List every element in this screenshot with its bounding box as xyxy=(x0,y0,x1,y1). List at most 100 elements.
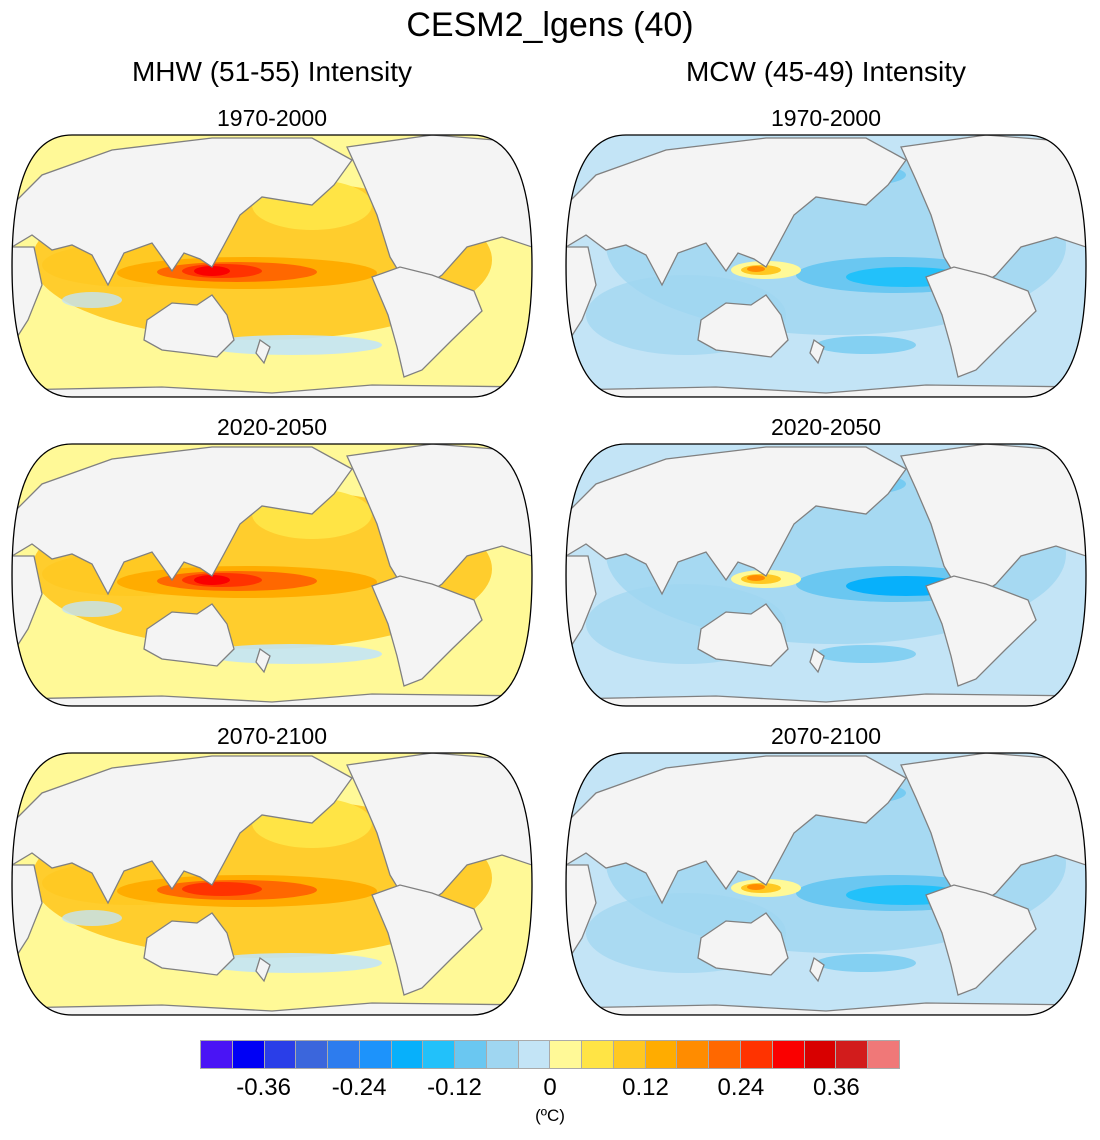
land-africa xyxy=(566,246,597,348)
land-africa xyxy=(12,246,43,348)
map-border xyxy=(565,443,1087,707)
map-border xyxy=(565,134,1087,398)
map-panel xyxy=(565,134,1087,398)
colorbar-swatch xyxy=(359,1041,392,1068)
anomaly-contour xyxy=(747,575,765,581)
colorbar-swatch xyxy=(550,1041,583,1068)
land-nz xyxy=(809,956,825,983)
map-panels xyxy=(11,134,1087,1016)
anomaly-contour xyxy=(62,601,122,617)
colorbar-swatch xyxy=(486,1041,519,1068)
land-namerica xyxy=(900,444,1086,597)
anomaly-contour xyxy=(747,266,765,272)
colorbar-tick-label: 0.12 xyxy=(622,1074,669,1101)
land-nz xyxy=(809,647,825,674)
colorbar-swatch xyxy=(455,1041,487,1068)
colorbar-swatch xyxy=(423,1041,456,1068)
land-nz xyxy=(255,338,271,365)
column-title-mhw: MHW (51-55) Intensity xyxy=(131,56,413,87)
colorbar-swatch xyxy=(232,1041,265,1068)
colorbar-swatch xyxy=(201,1041,233,1068)
panel-title: 2020-2050 xyxy=(217,414,327,440)
colorbar-tick-label: -0.36 xyxy=(236,1074,291,1101)
figure-title: CESM2_lgens (40) xyxy=(406,6,694,44)
land-samerica xyxy=(925,884,1037,996)
colorbar-tick-label: 0.36 xyxy=(813,1074,860,1101)
map-panel xyxy=(565,443,1087,707)
land-africa xyxy=(12,864,43,966)
colorbar-swatch xyxy=(709,1041,742,1068)
colorbar-swatch xyxy=(645,1041,678,1068)
anomaly-contour xyxy=(194,575,230,585)
land-samerica xyxy=(371,575,483,687)
land-namerica xyxy=(900,135,1086,288)
land-asia xyxy=(566,446,907,596)
colorbar-tick-label: -0.12 xyxy=(427,1074,482,1101)
land-nz xyxy=(809,338,825,365)
colorbar-swatch xyxy=(741,1041,773,1068)
map-panel xyxy=(565,752,1087,1016)
colorbar-swatch xyxy=(264,1041,297,1068)
anomaly-contour xyxy=(62,292,122,308)
map-panel xyxy=(11,443,533,707)
map-border xyxy=(11,443,533,707)
land-africa xyxy=(566,555,597,657)
colorbar-tick-label: 0 xyxy=(543,1074,557,1101)
colorbar-swatch xyxy=(804,1041,837,1068)
land-australia xyxy=(143,603,235,667)
anomaly-contour xyxy=(202,335,382,355)
land-samerica xyxy=(925,575,1037,687)
land-samerica xyxy=(371,266,483,378)
colorbar-swatch xyxy=(582,1041,614,1068)
land-australia xyxy=(143,294,235,358)
colorbar-swatch xyxy=(836,1041,869,1068)
land-antarctica xyxy=(566,384,1086,397)
land-asia xyxy=(12,755,353,905)
map-border xyxy=(565,752,1087,1016)
land-africa xyxy=(566,864,597,966)
land-antarctica xyxy=(12,1002,532,1015)
panel-title: 2070-2100 xyxy=(217,723,327,749)
land-namerica xyxy=(900,753,1086,906)
anomaly-contour xyxy=(202,953,382,973)
land-antarctica xyxy=(12,384,532,397)
anomaly-contour xyxy=(816,336,916,354)
land-asia xyxy=(12,137,353,287)
land-asia xyxy=(12,446,353,596)
map-panel xyxy=(11,752,533,1016)
land-australia xyxy=(697,912,789,976)
land-antarctica xyxy=(566,693,1086,706)
panel-title: 1970-2000 xyxy=(217,105,327,131)
map-border xyxy=(11,134,533,398)
land-namerica xyxy=(346,135,532,288)
land-namerica xyxy=(346,753,532,906)
anomaly-contour xyxy=(194,884,230,894)
colorbar-swatch xyxy=(518,1041,551,1068)
land-namerica xyxy=(346,444,532,597)
land-samerica xyxy=(925,266,1037,378)
colorbar-swatch xyxy=(391,1041,424,1068)
land-asia xyxy=(566,137,907,287)
land-australia xyxy=(697,603,789,667)
colorbar-tick-label: -0.24 xyxy=(331,1074,387,1101)
land-australia xyxy=(697,294,789,358)
panel-title: 1970-2000 xyxy=(771,105,881,131)
colorbar-units: (ºC) xyxy=(535,1106,565,1125)
map-panel xyxy=(11,134,533,398)
land-antarctica xyxy=(566,1002,1086,1015)
map-border xyxy=(11,752,533,1016)
colorbar-swatch xyxy=(772,1041,805,1068)
anomaly-contour xyxy=(202,644,382,664)
column-title-mcw: MCW (45-49) Intensity xyxy=(685,56,967,87)
anomaly-contour xyxy=(816,954,916,972)
panel-title: 2020-2050 xyxy=(771,414,881,440)
land-nz xyxy=(255,956,271,983)
land-samerica xyxy=(371,884,483,996)
colorbar-tick-label: 0.24 xyxy=(717,1074,765,1101)
anomaly-contour xyxy=(62,910,122,926)
colorbar-swatch xyxy=(613,1041,646,1068)
anomaly-contour xyxy=(194,266,230,276)
land-africa xyxy=(12,555,43,657)
land-australia xyxy=(143,912,235,976)
colorbar-swatch xyxy=(677,1041,710,1068)
